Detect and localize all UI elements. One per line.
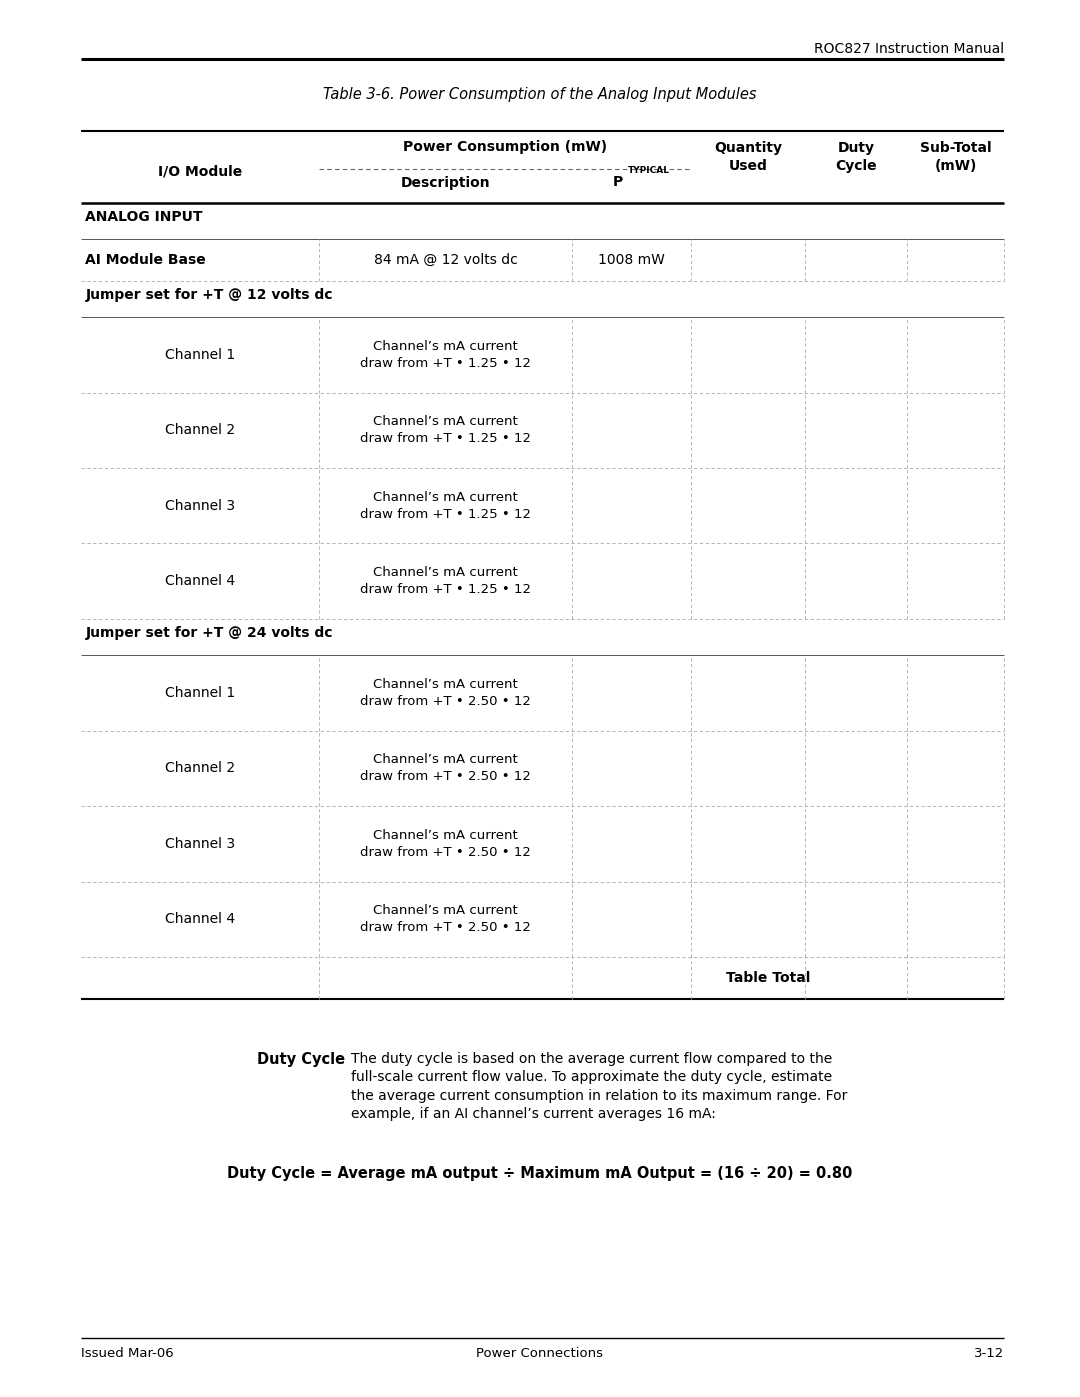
Text: ROC827 Instruction Manual: ROC827 Instruction Manual	[814, 42, 1004, 56]
Text: Sub-Total
(mW): Sub-Total (mW)	[920, 141, 991, 173]
Text: Table 3-6. Power Consumption of the Analog Input Modules: Table 3-6. Power Consumption of the Anal…	[323, 87, 757, 102]
Text: AI Module Base: AI Module Base	[85, 253, 206, 267]
Text: Duty
Cycle: Duty Cycle	[835, 141, 877, 173]
Text: Duty Cycle = Average mA output ÷ Maximum mA Output = (16 ÷ 20) = 0.80: Duty Cycle = Average mA output ÷ Maximum…	[227, 1166, 853, 1182]
Text: Channel 3: Channel 3	[165, 499, 234, 513]
Text: Jumper set for +T @ 24 volts dc: Jumper set for +T @ 24 volts dc	[85, 626, 333, 640]
Text: Channel’s mA current
draw from +T • 1.25 • 12: Channel’s mA current draw from +T • 1.25…	[360, 339, 531, 370]
Text: Power Connections: Power Connections	[476, 1347, 604, 1359]
Text: 1008 mW: 1008 mW	[598, 253, 665, 267]
Text: TYPICAL: TYPICAL	[627, 166, 670, 175]
Text: Channel 2: Channel 2	[165, 423, 234, 437]
Text: 3-12: 3-12	[974, 1347, 1004, 1359]
Text: Issued Mar-06: Issued Mar-06	[81, 1347, 174, 1359]
Text: ANALOG INPUT: ANALOG INPUT	[85, 210, 203, 224]
Text: Channel 1: Channel 1	[164, 348, 235, 362]
Text: Channel’s mA current
draw from +T • 1.25 • 12: Channel’s mA current draw from +T • 1.25…	[360, 566, 531, 597]
Text: Channel’s mA current
draw from +T • 1.25 • 12: Channel’s mA current draw from +T • 1.25…	[360, 490, 531, 521]
Text: Channel’s mA current
draw from +T • 1.25 • 12: Channel’s mA current draw from +T • 1.25…	[360, 415, 531, 446]
Text: Channel’s mA current
draw from +T • 2.50 • 12: Channel’s mA current draw from +T • 2.50…	[360, 904, 531, 935]
Text: Duty Cycle: Duty Cycle	[257, 1052, 346, 1067]
Text: Description: Description	[401, 176, 490, 190]
Text: 84 mA @ 12 volts dc: 84 mA @ 12 volts dc	[374, 253, 517, 267]
Text: Power Consumption (mW): Power Consumption (mW)	[403, 140, 607, 154]
Text: Channel 1: Channel 1	[164, 686, 235, 700]
Text: I/O Module: I/O Module	[158, 163, 242, 179]
Text: Channel 3: Channel 3	[165, 837, 234, 851]
Text: Channel’s mA current
draw from +T • 2.50 • 12: Channel’s mA current draw from +T • 2.50…	[360, 828, 531, 859]
Text: Channel’s mA current
draw from +T • 2.50 • 12: Channel’s mA current draw from +T • 2.50…	[360, 753, 531, 784]
Text: P: P	[612, 175, 622, 189]
Text: The duty cycle is based on the average current flow compared to the
full-scale c: The duty cycle is based on the average c…	[351, 1052, 848, 1122]
Text: Quantity
Used: Quantity Used	[714, 141, 782, 173]
Text: Table Total: Table Total	[726, 971, 810, 985]
Text: Channel 4: Channel 4	[165, 912, 234, 926]
Text: Channel 2: Channel 2	[165, 761, 234, 775]
Text: Channel’s mA current
draw from +T • 2.50 • 12: Channel’s mA current draw from +T • 2.50…	[360, 678, 531, 708]
Text: Jumper set for +T @ 12 volts dc: Jumper set for +T @ 12 volts dc	[85, 288, 333, 302]
Text: Channel 4: Channel 4	[165, 574, 234, 588]
